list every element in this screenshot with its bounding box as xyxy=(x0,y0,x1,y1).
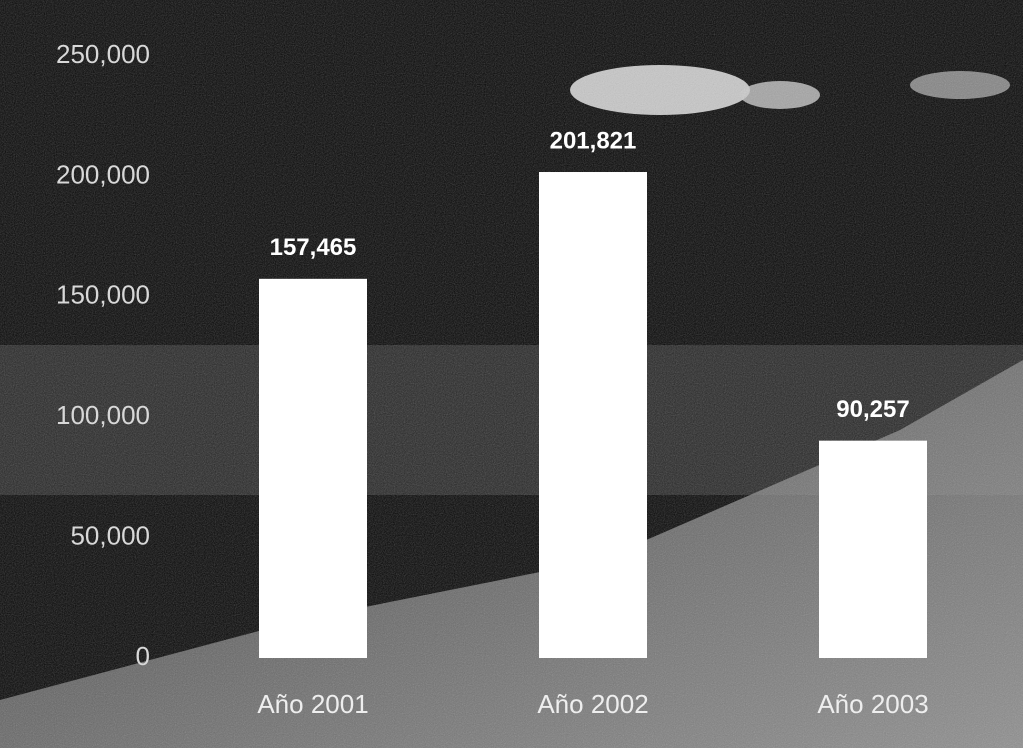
value-label: 157,465 xyxy=(270,234,357,261)
y-tick-label: 0 xyxy=(136,641,150,671)
chart: 0 50,000 100,000 150,000 200,000 250,000 Año 2… xyxy=(0,0,1023,748)
x-tick-label: Año 2002 xyxy=(537,689,648,719)
value-label: 90,257 xyxy=(836,396,909,423)
x-tick-label: Año 2001 xyxy=(257,689,368,719)
y-tick-label: 200,000 xyxy=(56,159,150,189)
bar xyxy=(539,172,647,658)
y-tick-label: 100,000 xyxy=(56,400,150,430)
y-tick-label: 250,000 xyxy=(56,39,150,69)
value-label: 201,821 xyxy=(550,127,637,154)
bar xyxy=(819,441,927,658)
y-tick-label: 50,000 xyxy=(70,520,150,550)
y-tick-label: 150,000 xyxy=(56,280,150,310)
bar xyxy=(259,279,367,658)
page: 0 50,000 100,000 150,000 200,000 250,000 Año 2… xyxy=(0,0,1023,748)
x-tick-label: Año 2003 xyxy=(817,689,928,719)
